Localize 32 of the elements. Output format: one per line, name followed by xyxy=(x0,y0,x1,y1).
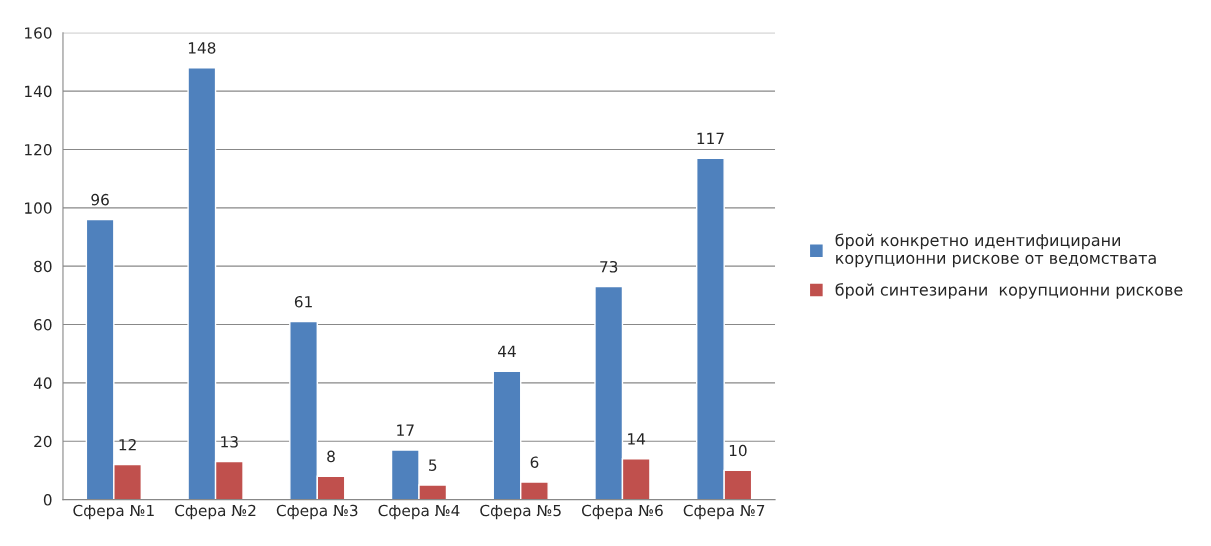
x-tick-label: Сфера №2 xyxy=(175,504,256,520)
y-tick-label: 160 xyxy=(25,27,52,39)
y-tick-label: 0 xyxy=(43,494,52,506)
data-label: 6 xyxy=(530,456,539,469)
y-tick-label: 120 xyxy=(25,143,52,156)
data-label: 61 xyxy=(294,295,312,308)
legend-label: брой синтезирани корупционни рискове xyxy=(835,283,1183,299)
x-tick-label: Сфера №6 xyxy=(581,504,663,520)
data-label: 14 xyxy=(628,433,646,445)
data-label: 8 xyxy=(327,450,335,463)
y-tick-label: 60 xyxy=(34,318,52,331)
y-tick-label: 20 xyxy=(34,435,52,448)
x-tick-label: Сфера №4 xyxy=(378,504,460,520)
y-tick-label: 140 xyxy=(25,85,52,98)
data-label: 117 xyxy=(697,132,724,144)
x-tick-label: Сфера №1 xyxy=(73,504,154,520)
data-label: 5 xyxy=(429,459,437,471)
y-tick-label: 40 xyxy=(33,377,52,389)
data-label: 148 xyxy=(188,42,216,54)
legend-label: брой конкретно идентифицирани корупционни рискове от ведомствата xyxy=(835,233,1156,268)
x-tick-label: Сфера №7 xyxy=(683,504,765,520)
data-label: 73 xyxy=(600,260,618,273)
data-label: 12 xyxy=(119,438,136,451)
data-label: 17 xyxy=(397,424,414,436)
data-label: 13 xyxy=(221,436,238,448)
x-tick-label: Сфера №3 xyxy=(276,504,358,520)
data-label: 10 xyxy=(729,444,747,457)
data-label: 44 xyxy=(498,345,516,357)
x-tick-label: Сфера №5 xyxy=(480,504,561,520)
y-tick-label: 80 xyxy=(34,260,52,273)
y-tick-label: 100 xyxy=(25,202,52,214)
data-label: 96 xyxy=(91,193,109,206)
